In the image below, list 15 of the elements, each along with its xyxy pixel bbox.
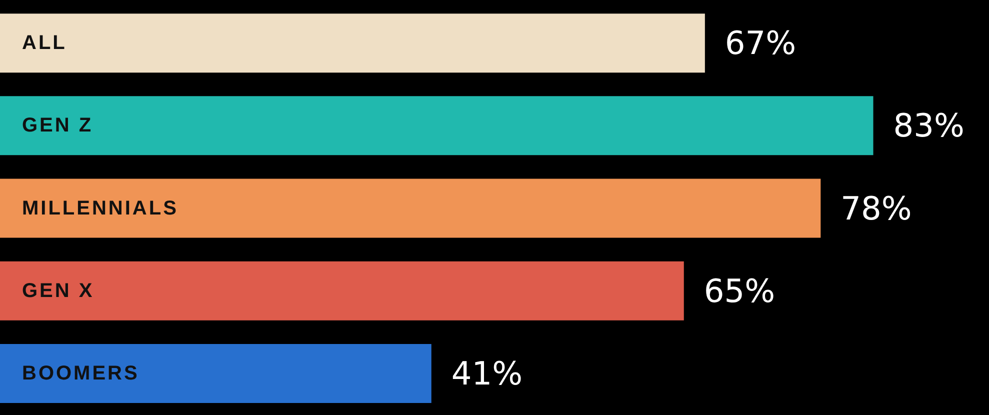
bar — [0, 261, 684, 320]
data-label: 83% — [893, 106, 964, 145]
data-label: 65% — [704, 272, 776, 310]
data-label: 78% — [840, 189, 912, 228]
data-label: 67% — [724, 24, 796, 62]
y-tick-label: BOOMERS — [22, 362, 140, 384]
y-tick-label: MILLENNIALS — [22, 197, 178, 220]
bar — [0, 178, 821, 238]
y-tick-label: GEN X — [22, 280, 94, 302]
y-tick-label: ALL — [22, 32, 67, 54]
data-label: 41% — [451, 354, 522, 392]
bar — [0, 344, 432, 403]
y-tick-label: GEN Z — [22, 114, 94, 137]
bar — [0, 96, 874, 156]
bar — [0, 14, 705, 73]
